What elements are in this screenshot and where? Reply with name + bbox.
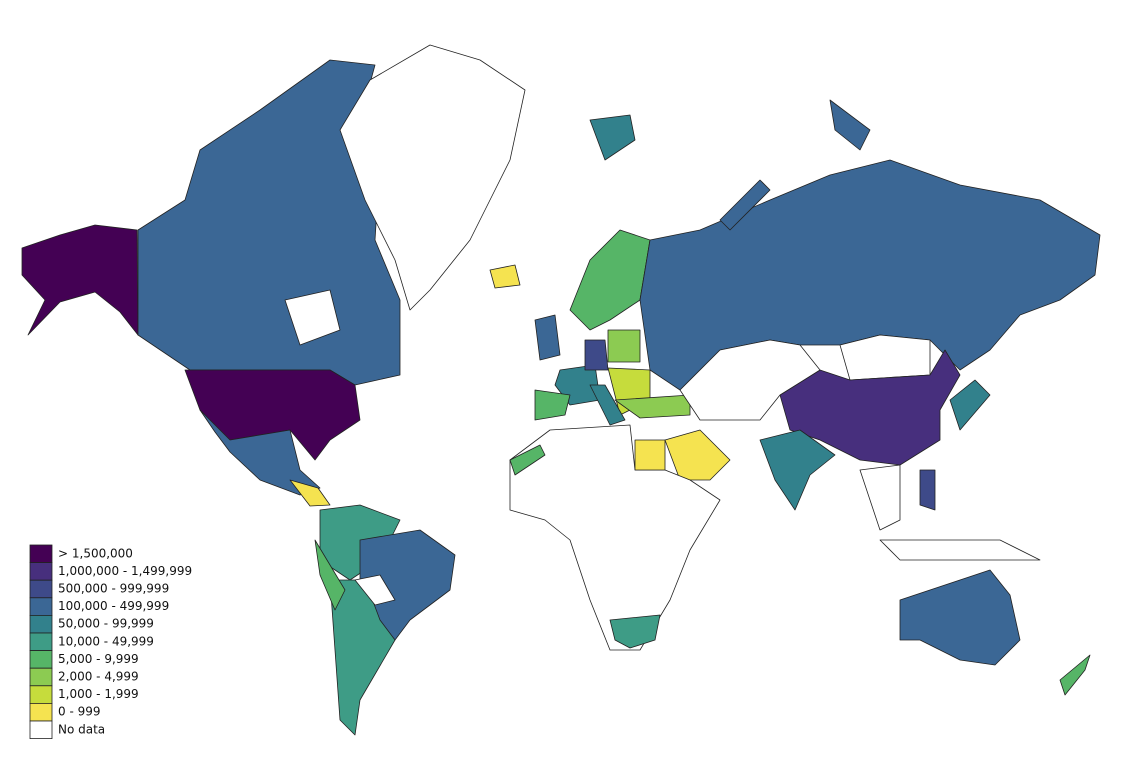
- country: [339, 44, 526, 311]
- country: [919, 469, 936, 511]
- country: [1059, 654, 1091, 696]
- country: [284, 289, 341, 346]
- country: [589, 384, 626, 426]
- country: [634, 439, 666, 471]
- legend-label: 100,000 - 499,999: [58, 599, 169, 613]
- legend: > 1,500,000 1,000,000 - 1,499,999 500,000 …: [29, 544, 192, 740]
- country: [829, 99, 871, 151]
- legend-swatch: [29, 650, 53, 669]
- legend-label: 2,000 - 4,999: [58, 670, 139, 684]
- country: [779, 349, 961, 466]
- legend-label: 1,000,000 - 1,499,999: [58, 564, 192, 578]
- country: [899, 569, 1021, 666]
- legend-swatch: [29, 720, 53, 740]
- country: [589, 114, 636, 161]
- legend-swatch: [29, 597, 53, 616]
- country: [569, 229, 651, 331]
- country: [289, 479, 331, 507]
- legend-label: 10,000 - 49,999: [58, 634, 154, 648]
- legend-label: 5,000 - 9,999: [58, 652, 139, 666]
- country: [584, 339, 609, 371]
- country: [879, 539, 1041, 561]
- country: [607, 329, 641, 363]
- country: [949, 379, 991, 431]
- legend-swatch: [29, 615, 53, 634]
- legend-label: 50,000 - 99,999: [58, 617, 154, 631]
- legend-swatch: [29, 544, 53, 564]
- legend-swatch: [29, 632, 53, 652]
- country: [839, 334, 931, 381]
- countries: [21, 44, 1101, 736]
- country: [609, 614, 661, 649]
- country: [859, 464, 901, 531]
- country: [614, 394, 691, 419]
- legend-swatch: [29, 667, 53, 687]
- country: [509, 444, 546, 476]
- country: [534, 389, 571, 421]
- legend-swatch: [29, 685, 53, 704]
- country: [534, 314, 561, 361]
- legend-label: > 1,500,000: [58, 546, 133, 560]
- legend-swatch: [29, 703, 53, 722]
- legend-swatch: [29, 579, 53, 599]
- legend-label: 0 - 999: [58, 705, 101, 719]
- country: [314, 539, 346, 611]
- country: [719, 179, 771, 231]
- country: [679, 339, 821, 421]
- country: [509, 424, 721, 651]
- country: [664, 429, 731, 481]
- legend-label: 500,000 - 999,999: [58, 582, 169, 596]
- legend-label: No data: [58, 722, 105, 736]
- country: [489, 264, 521, 289]
- country: [759, 429, 836, 511]
- country: [21, 224, 139, 336]
- country: [354, 574, 396, 606]
- legend-swatch: [29, 562, 53, 581]
- legend-label: 1,000 - 1,999: [58, 687, 139, 701]
